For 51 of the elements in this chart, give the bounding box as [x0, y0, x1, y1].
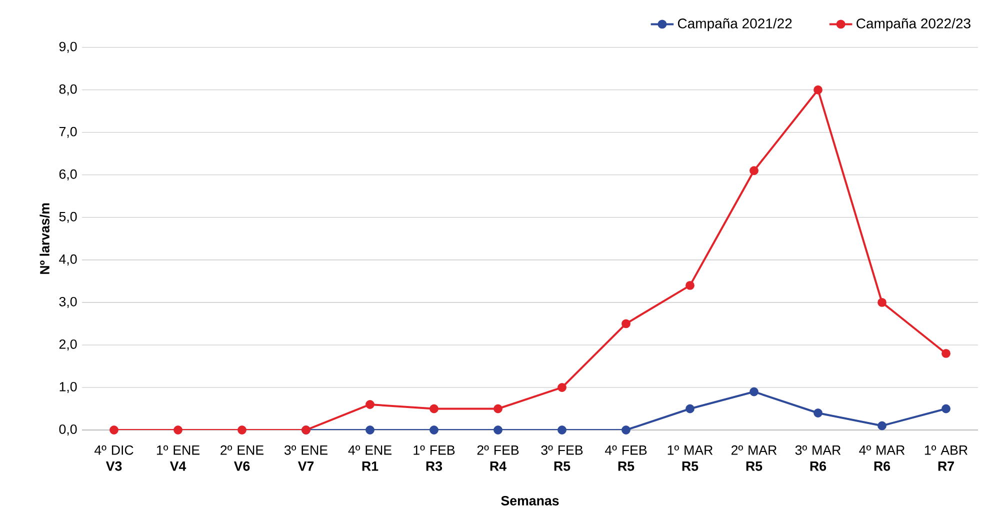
point [942, 404, 950, 414]
point [430, 404, 438, 414]
x-tick-label: 1º MAR R5 [668, 445, 713, 471]
x-tick-label: 4º FEB R5 [604, 445, 647, 471]
point [686, 404, 694, 414]
y-tick-label: 8,0 [59, 84, 77, 96]
point [750, 166, 758, 176]
x-tick-label: 1º FEB R3 [414, 445, 455, 471]
point [750, 387, 758, 396]
point [878, 421, 886, 430]
x-axis-title: Semanas [501, 496, 559, 506]
y-tick-label: 7,0 [59, 126, 77, 138]
point [814, 85, 822, 94]
point [814, 408, 822, 418]
point [174, 426, 182, 434]
legend-label: Campaña 2022/23 [856, 18, 970, 32]
point [366, 426, 374, 434]
x-tick-label: 2º FEB R4 [477, 445, 519, 471]
x-tick-label: 1º ABR R7 [924, 445, 968, 471]
point [430, 426, 438, 434]
y-tick-label: 1,0 [60, 382, 77, 393]
point [878, 298, 886, 307]
x-tick-label: 2º MAR R5 [731, 445, 777, 471]
y-tick-label: 9,0 [59, 42, 77, 53]
x-tick-label: 4º ENE R1 [348, 445, 392, 471]
point [686, 280, 694, 290]
point [366, 400, 374, 409]
point [238, 426, 246, 434]
point [494, 426, 502, 434]
y-tick-label: 4,0 [59, 254, 77, 266]
x-tick-label: 4º MAR R6 [859, 445, 905, 471]
x-tick-label: 4º DIC V3 [94, 445, 134, 471]
y-tick-label: 3,0 [59, 296, 77, 308]
y-tick-label: 2,0 [59, 339, 77, 350]
point [942, 349, 950, 358]
y-tick-label: 5,0 [59, 212, 77, 223]
point [494, 404, 502, 414]
x-tick-label: 3º FEB R5 [541, 445, 583, 471]
y-tick-label: 6,0 [59, 169, 77, 180]
y-tick-label: 0,0 [59, 424, 77, 436]
point [622, 426, 630, 434]
point [558, 383, 566, 392]
x-tick-label: 1º ENE V4 [156, 445, 200, 471]
x-tick-label: 3º MAR R6 [795, 445, 841, 471]
point [558, 426, 566, 434]
legend-label: Campaña 2021/22 [678, 18, 792, 32]
point [622, 319, 630, 328]
point [110, 426, 118, 434]
x-tick-label: 3º ENE V7 [284, 445, 328, 471]
y-axis-title: Nº larvas/m [40, 203, 50, 274]
x-tick-label: 2º ENE V6 [220, 445, 264, 471]
